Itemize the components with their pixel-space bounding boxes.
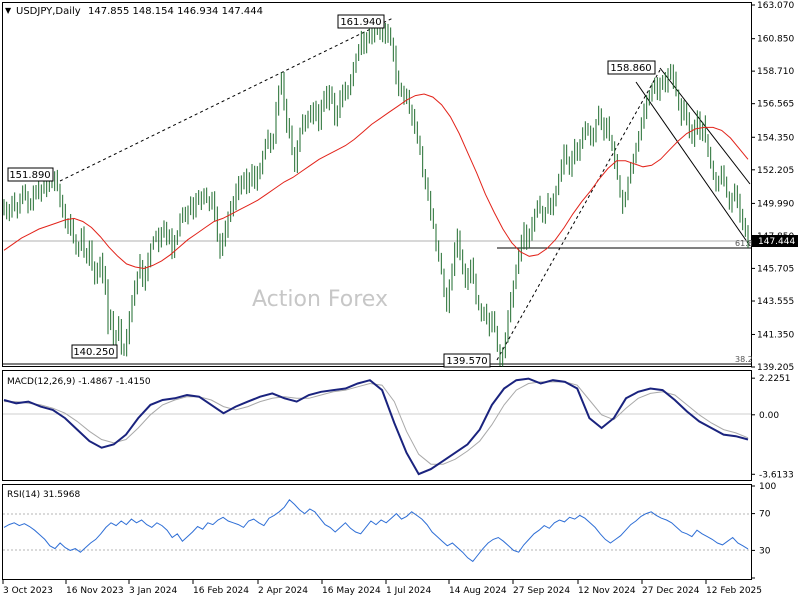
- peak-label-151890: 151.890: [7, 167, 54, 182]
- peak-label-140250: 140.250: [71, 344, 118, 359]
- rsi-label: RSI(14) 31.5968: [7, 490, 80, 500]
- moving-average-line: [3, 93, 749, 270]
- peak-label-161940-text: 161.940: [340, 17, 381, 28]
- x-tick-label: 14 Aug 2024: [449, 586, 507, 596]
- x-tick-label: 3 Jan 2024: [129, 586, 177, 596]
- x-tick-label: 16 Nov 2023: [66, 586, 124, 596]
- peak-label-158860-text: 158.860: [610, 63, 651, 74]
- chart-title: USDJPY,Daily: [16, 6, 81, 17]
- rsi-ytick-label: 100: [759, 482, 776, 492]
- macd-y-axis: 2.2251 0.00 -3.6133: [751, 374, 794, 480]
- peak-label-139570: 139.570: [443, 353, 491, 368]
- x-tick-label: 27 Dec 2024: [642, 586, 700, 596]
- fib-label-38: 38.2: [735, 355, 753, 364]
- x-tick-label: 12 Feb 2025: [706, 586, 762, 596]
- price-ytick-label: 139.205: [757, 363, 794, 373]
- x-tick-label: 12 Nov 2024: [578, 586, 636, 596]
- x-tick-label: 3 Oct 2023: [3, 586, 53, 596]
- peak-label-161940: 161.940: [337, 14, 385, 29]
- x-tick-label: 2 Apr 2024: [258, 586, 308, 596]
- rsi-panel-frame: [2, 484, 752, 580]
- macd-ytick-label: -3.6133: [759, 470, 794, 480]
- channel-lower: [635, 81, 751, 247]
- current-price-tag: 147.444: [752, 235, 798, 247]
- trendline-upper-dashed: [59, 17, 394, 182]
- watermark: Action Forex: [252, 287, 388, 312]
- price-ytick-label: 141.350: [757, 330, 794, 340]
- peak-label-139570-text: 139.570: [446, 356, 487, 367]
- macd-panel-frame: [2, 370, 752, 481]
- price-candles: [3, 16, 749, 367]
- rsi-ytick-label: 70: [759, 510, 771, 520]
- macd-main-line: [3, 377, 749, 476]
- price-ytick-label: 158.710: [757, 67, 794, 77]
- price-ytick-label: 163.070: [757, 1, 794, 11]
- macd-label: MACD(12,26,9) -1.4867 -1.4150: [7, 377, 151, 387]
- current-price-text: 147.444: [758, 237, 795, 247]
- price-ytick-label: 160.850: [757, 35, 794, 45]
- fib-label-61: 61.8: [735, 239, 753, 248]
- macd-ytick-label: 0.00: [759, 411, 779, 421]
- x-tick-label: 1 Jul 2024: [386, 586, 431, 596]
- price-ytick-label: 152.205: [757, 166, 794, 176]
- x-axis: 3 Oct 2023 16 Nov 2023 3 Jan 2024 16 Feb 20…: [2, 580, 762, 596]
- rsi-line: [3, 499, 749, 563]
- macd-ytick-label: 2.2251: [759, 374, 791, 384]
- x-tick-label: 16 Feb 2024: [193, 586, 249, 596]
- price-ytick-label: 149.990: [757, 199, 794, 209]
- price-ytick-label: 143.555: [757, 297, 794, 307]
- peak-label-140250-text: 140.250: [73, 347, 114, 358]
- trendline-lower-dashed: [496, 69, 661, 361]
- price-ytick-label: 154.350: [757, 133, 794, 143]
- x-tick-label: 16 May 2024: [322, 586, 381, 596]
- rsi-ytick-label: 30: [759, 546, 771, 556]
- ohlc-header: 147.855 148.154 146.934 147.444: [88, 6, 263, 17]
- peak-label-151890-text: 151.890: [9, 170, 50, 181]
- price-ytick-label: 156.565: [757, 100, 794, 110]
- price-y-axis: 163.070 160.850 158.710 156.565 154.350 152.2…: [751, 1, 794, 373]
- peak-label-158860: 158.860: [607, 60, 656, 75]
- rsi-y-axis: 100 70 30: [751, 482, 776, 579]
- x-tick-label: 27 Sep 2024: [513, 586, 570, 596]
- header-triangle-icon: ▼: [5, 6, 12, 15]
- price-ytick-label: 145.705: [757, 264, 794, 274]
